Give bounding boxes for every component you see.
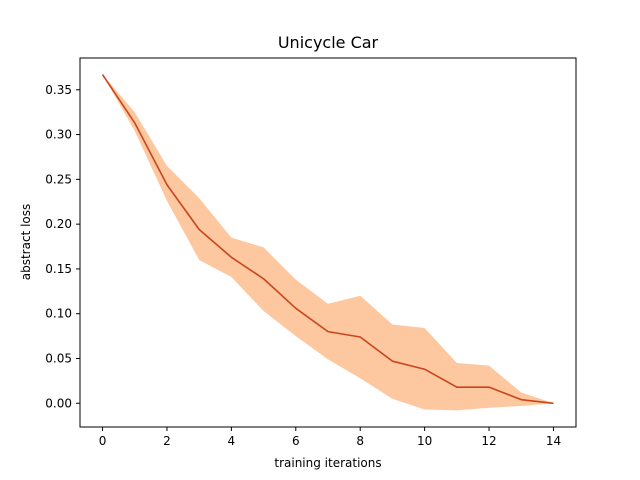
x-tick-label: 10: [417, 434, 432, 448]
plot-frame: [79, 57, 577, 428]
series-line: [101, 74, 554, 405]
confidence-band-layer: [102, 74, 554, 411]
x-tick-label: 6: [292, 434, 300, 448]
y-tick-label: 0.00: [45, 396, 72, 410]
y-tick-label: 0.20: [45, 217, 72, 231]
y-tick-label: 0.25: [45, 172, 72, 186]
chart-title: Unicycle Car: [278, 33, 379, 52]
y-tick-label: 0.15: [45, 262, 72, 276]
x-tick-label: 2: [163, 434, 171, 448]
x-axis-ticks: 0 2 4 6 8 10 12 14: [99, 427, 561, 448]
x-axis-label: training iterations: [274, 456, 381, 470]
x-tick-label: 14: [546, 434, 561, 448]
x-tick-label: 8: [356, 434, 364, 448]
y-tick-label: 0.35: [45, 83, 72, 97]
y-axis-label: abstract loss: [19, 204, 33, 281]
series-line-layer: [101, 74, 554, 405]
x-tick-label: 4: [228, 434, 236, 448]
confidence-band: [102, 74, 554, 411]
y-axis-ticks: 0.00 0.05 0.10 0.15 0.20 0.25 0.30 0.35: [45, 83, 80, 410]
x-tick-label: 12: [481, 434, 496, 448]
x-tick-label: 0: [99, 434, 107, 448]
y-tick-label: 0.30: [45, 128, 72, 142]
y-tick-label: 0.05: [45, 351, 72, 365]
y-tick-label: 0.10: [45, 307, 72, 321]
